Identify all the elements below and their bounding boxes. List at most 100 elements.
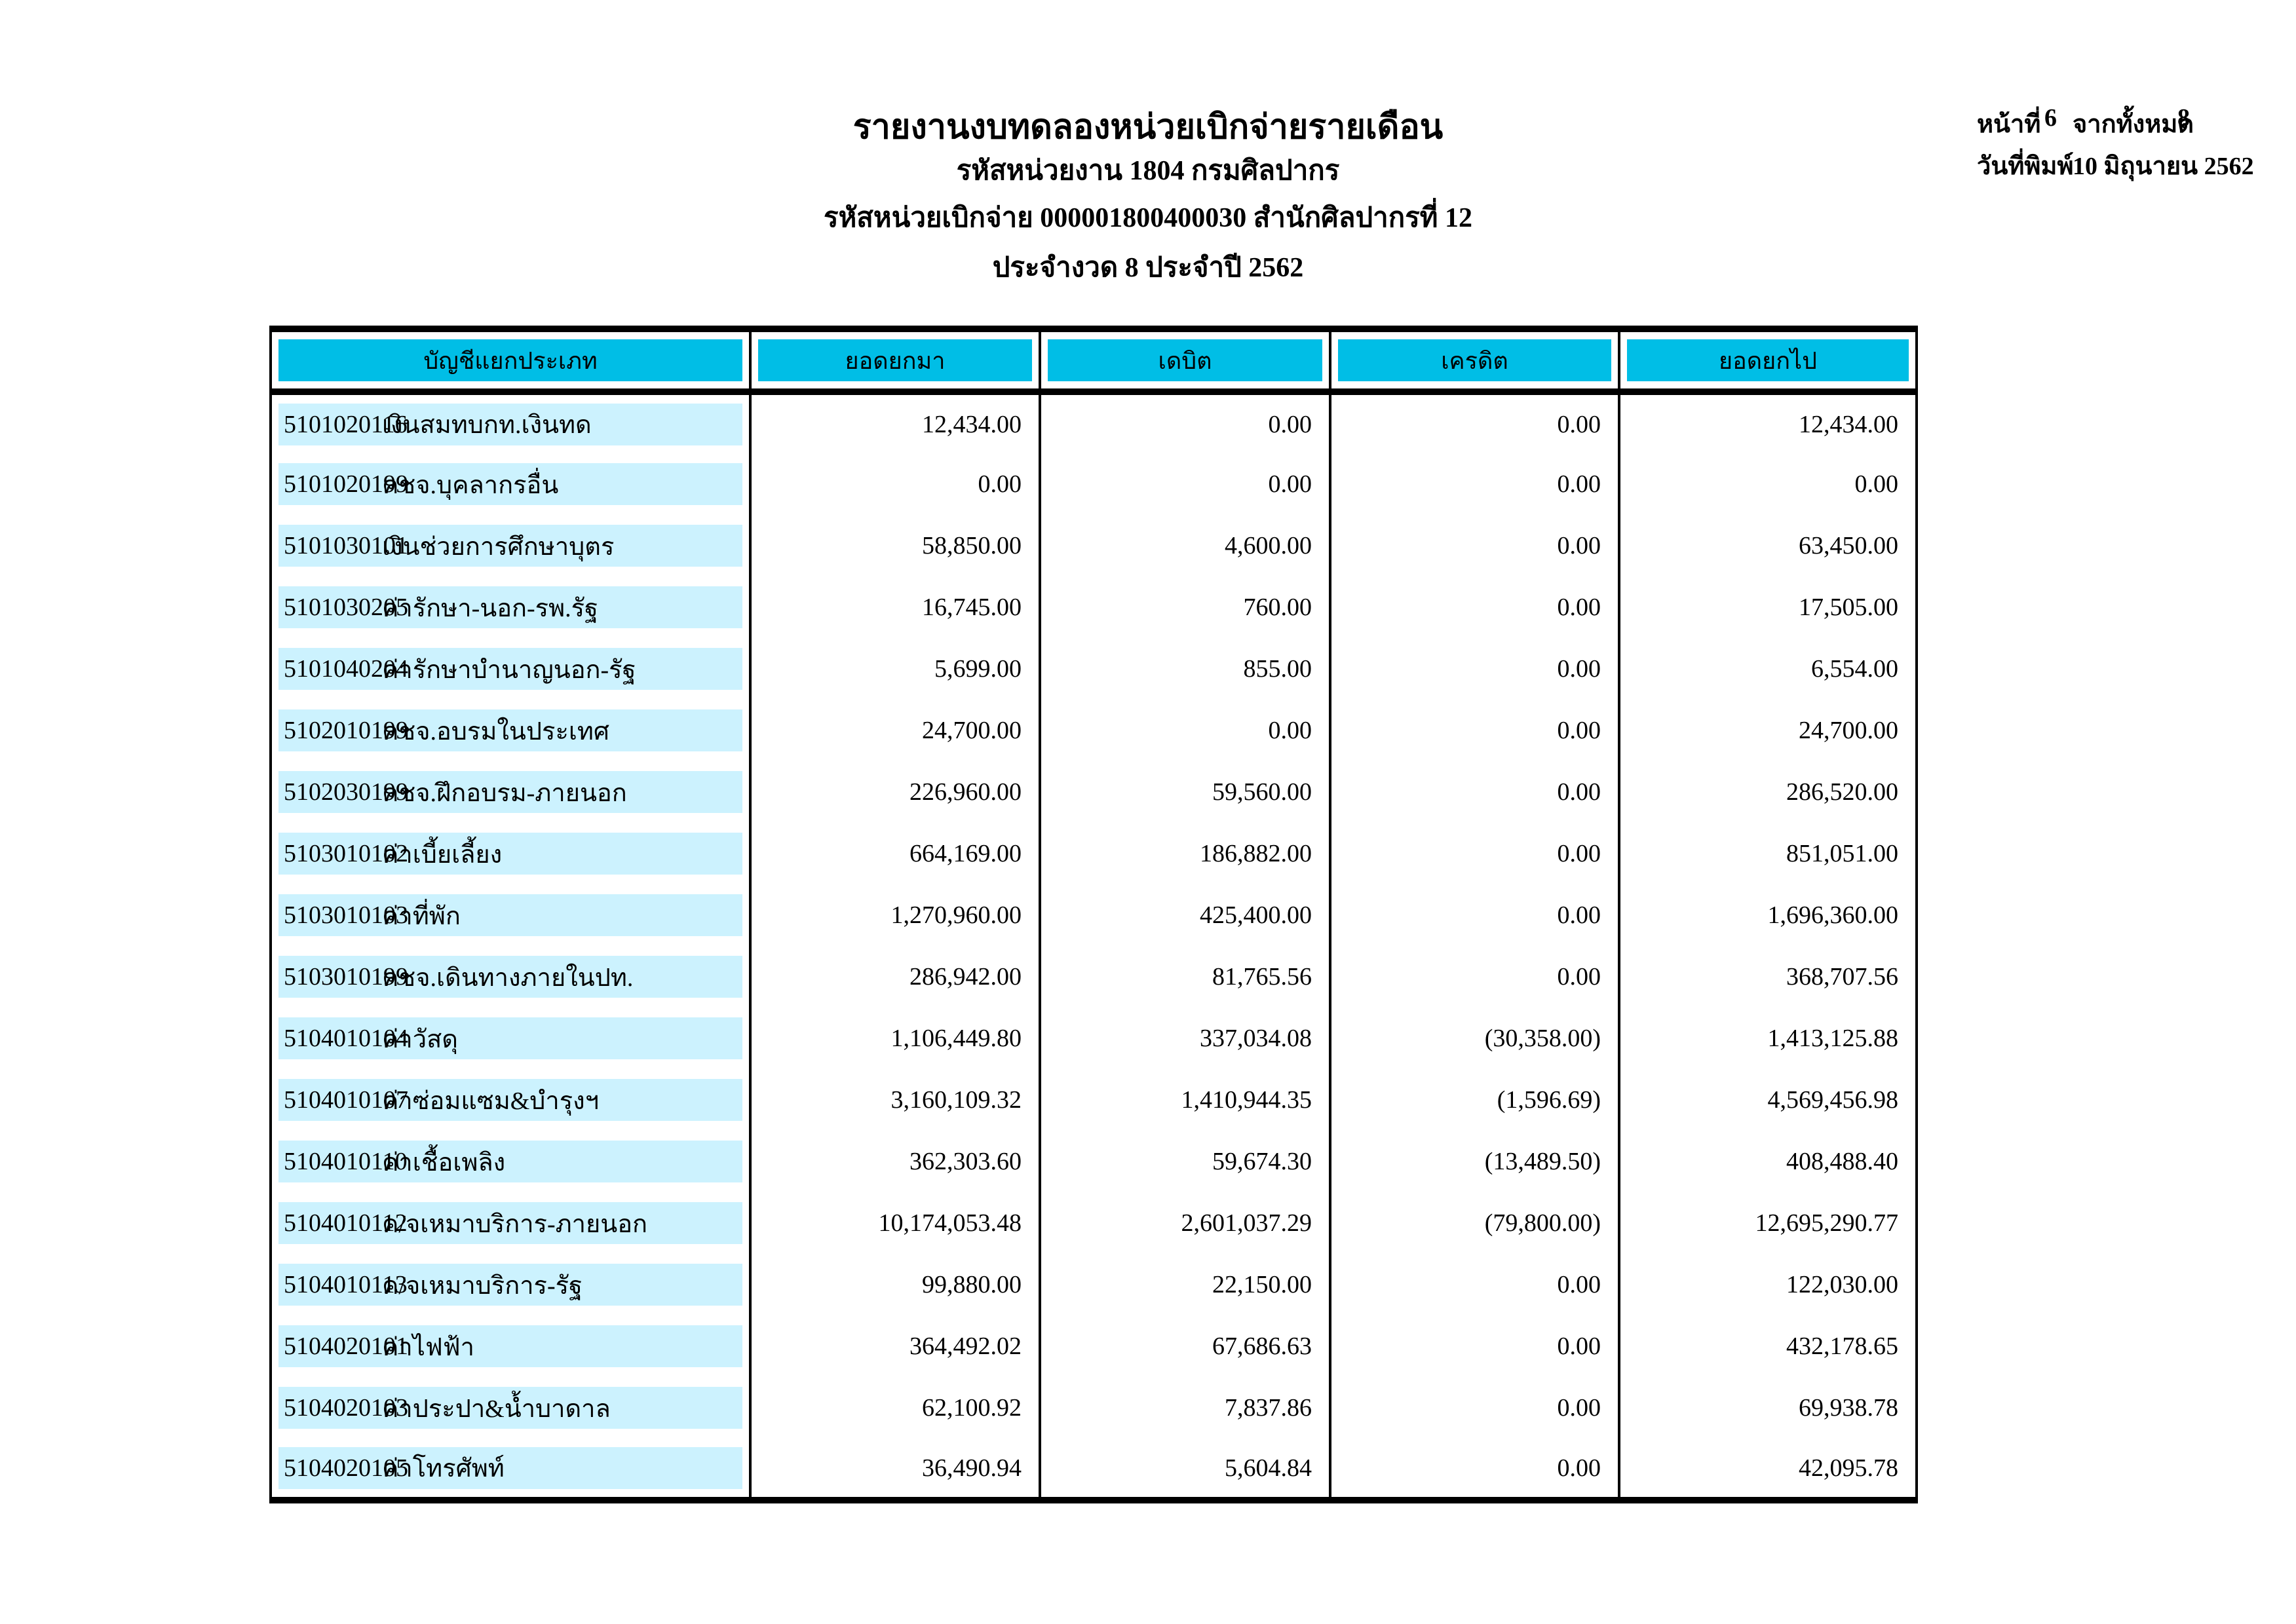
account-code: 5103010103 bbox=[284, 901, 408, 929]
debit-amount: 0.00 bbox=[1039, 392, 1330, 453]
subtitle-period: ประจำงวด 8 ประจำปี 2562 bbox=[992, 253, 1304, 283]
account-cell: 5102030199 คชจ.ฝึกอบรม-ภายนอก bbox=[271, 761, 750, 823]
account-highlight: 5104020103 ค่าประปา&น้ำบาดาล bbox=[278, 1387, 742, 1429]
debit-amount: 5,604.84 bbox=[1039, 1439, 1330, 1500]
subtitle-disbursement-unit: รหัสหน่วยเบิกจ่าย 000001800400030 สำนักศ… bbox=[824, 203, 1472, 233]
account-code: 5102030199 bbox=[284, 778, 408, 806]
account-name: ค่ารักษา-นอก-รพ.รัฐ bbox=[382, 594, 599, 622]
page-number: 6 bbox=[2044, 104, 2057, 132]
brought-forward-amount: 3,160,109.32 bbox=[749, 1069, 1040, 1131]
account-highlight: 5104010110 ค่าเชื้อเพลิง bbox=[278, 1141, 742, 1182]
carried-forward-amount: 69,938.78 bbox=[1618, 1377, 1917, 1439]
account-cell: 5103010103 ค่าที่พัก bbox=[271, 884, 750, 946]
account-code: 5104020101 bbox=[284, 1332, 408, 1360]
brought-forward-amount: 1,106,449.80 bbox=[749, 1008, 1040, 1069]
account-cell: 5103010102 ค่าเบี้ยเลี้ยง bbox=[271, 823, 750, 884]
brought-forward-amount: 362,303.60 bbox=[749, 1131, 1040, 1192]
carried-forward-amount: 851,051.00 bbox=[1618, 823, 1917, 884]
brought-forward-amount: 99,880.00 bbox=[749, 1254, 1040, 1315]
account-highlight: 5104020101 ค่าไฟฟ้า bbox=[278, 1325, 742, 1367]
account-code: 5101030101 bbox=[284, 532, 408, 559]
account-code: 5104020105 bbox=[284, 1454, 408, 1482]
account-highlight: 5104010107 ค่าซ่อมแซม&บำรุงฯ bbox=[278, 1079, 742, 1121]
account-name: ค่าซ่อมแซม&บำรุงฯ bbox=[382, 1087, 600, 1115]
account-name: เงินช่วยการศึกษาบุตร bbox=[382, 533, 615, 561]
print-date: 10 มิถุนายน 2562 bbox=[2073, 153, 2254, 180]
account-cell: 5101040204 ค่ารักษาบำนาญนอก-รัฐ bbox=[271, 638, 750, 700]
table-row: 5101030205 ค่ารักษา-นอก-รพ.รัฐ 16,745.00… bbox=[271, 576, 1917, 638]
brought-forward-amount: 24,700.00 bbox=[749, 700, 1040, 761]
brought-forward-amount: 16,745.00 bbox=[749, 576, 1040, 638]
account-code: 5101040204 bbox=[284, 655, 408, 683]
debit-amount: 22,150.00 bbox=[1039, 1254, 1330, 1315]
carried-forward-amount: 12,695,290.77 bbox=[1618, 1192, 1917, 1254]
trial-balance-table: บัญชีแยกประเภท ยอดยกมา เดบิต เครดิต ยอดย… bbox=[269, 326, 1918, 1503]
account-code: 5104010110 bbox=[284, 1148, 408, 1175]
page-number-label: หน้าที่ bbox=[1977, 111, 2041, 138]
carried-forward-amount: 286,520.00 bbox=[1618, 761, 1917, 823]
credit-amount: (13,489.50) bbox=[1329, 1131, 1619, 1192]
account-cell: 5101030101 เงินช่วยการศึกษาบุตร bbox=[271, 515, 750, 576]
column-header-debit: เดบิต bbox=[1039, 329, 1330, 395]
debit-amount: 0.00 bbox=[1039, 453, 1330, 515]
credit-amount: 0.00 bbox=[1329, 1377, 1619, 1439]
account-name: ค่าที่พัก bbox=[382, 902, 461, 930]
credit-amount: 0.00 bbox=[1329, 761, 1619, 823]
table-row: 5101020116 เงินสมทบกท.เงินทด 12,434.00 0… bbox=[271, 392, 1917, 453]
account-highlight: 5103010102 ค่าเบี้ยเลี้ยง bbox=[278, 833, 742, 875]
page-info-block: หน้าที่ 6 จากทั้งหมด 8 วันที่พิมพ์ 10 มิ… bbox=[1977, 104, 2296, 195]
account-code: 5103010102 bbox=[284, 840, 408, 867]
account-name: คชจ.อบรมในประเทศ bbox=[382, 717, 610, 746]
account-name: ค/จเหมาบริการ-รัฐ bbox=[382, 1272, 583, 1300]
credit-amount: 0.00 bbox=[1329, 392, 1619, 453]
account-cell: 5104020105 ค่าโทรศัพท์ bbox=[271, 1439, 750, 1500]
debit-amount: 81,765.56 bbox=[1039, 946, 1330, 1008]
account-cell: 5103010199 คชจ.เดินทางภายในปท. bbox=[271, 946, 750, 1008]
credit-amount: 0.00 bbox=[1329, 823, 1619, 884]
column-header-brought-forward-label: ยอดยกมา bbox=[758, 339, 1032, 381]
carried-forward-amount: 432,178.65 bbox=[1618, 1315, 1917, 1377]
account-name: คชจ.บุคลากรอื่น bbox=[382, 471, 559, 499]
brought-forward-amount: 664,169.00 bbox=[749, 823, 1040, 884]
account-code: 5103010199 bbox=[284, 963, 408, 991]
credit-amount: (30,358.00) bbox=[1329, 1008, 1619, 1069]
credit-amount: 0.00 bbox=[1329, 1254, 1619, 1315]
account-name: คชจ.เดินทางภายในปท. bbox=[382, 964, 634, 992]
credit-amount: 0.00 bbox=[1329, 884, 1619, 946]
account-code: 5104010113 bbox=[284, 1271, 408, 1298]
credit-amount: (79,800.00) bbox=[1329, 1192, 1619, 1254]
account-name: ค่าไฟฟ้า bbox=[382, 1333, 475, 1361]
total-pages-label: จากทั้งหมด bbox=[2073, 111, 2194, 138]
carried-forward-amount: 1,413,125.88 bbox=[1618, 1008, 1917, 1069]
account-code: 5104020103 bbox=[284, 1394, 408, 1422]
table-row: 5103010102 ค่าเบี้ยเลี้ยง 664,169.00 186… bbox=[271, 823, 1917, 884]
brought-forward-amount: 62,100.92 bbox=[749, 1377, 1040, 1439]
carried-forward-amount: 408,488.40 bbox=[1618, 1131, 1917, 1192]
account-code: 5102010199 bbox=[284, 717, 408, 744]
account-highlight: 5104020105 ค่าโทรศัพท์ bbox=[278, 1446, 742, 1489]
debit-amount: 7,837.86 bbox=[1039, 1377, 1330, 1439]
table-row: 5101030101 เงินช่วยการศึกษาบุตร 58,850.0… bbox=[271, 515, 1917, 576]
account-highlight: 5103010103 ค่าที่พัก bbox=[278, 894, 742, 936]
account-highlight: 5101030205 ค่ารักษา-นอก-รพ.รัฐ bbox=[278, 586, 742, 628]
table-row: 5101020199 คชจ.บุคลากรอื่น 0.00 0.00 0.0… bbox=[271, 453, 1917, 515]
table-row: 5102010199 คชจ.อบรมในประเทศ 24,700.00 0.… bbox=[271, 700, 1917, 761]
debit-amount: 0.00 bbox=[1039, 700, 1330, 761]
credit-amount: 0.00 bbox=[1329, 638, 1619, 700]
column-header-account: บัญชีแยกประเภท bbox=[271, 329, 750, 395]
column-header-carried-forward-label: ยอดยกไป bbox=[1627, 339, 1909, 381]
table-row: 5103010103 ค่าที่พัก 1,270,960.00 425,40… bbox=[271, 884, 1917, 946]
carried-forward-amount: 4,569,456.98 bbox=[1618, 1069, 1917, 1131]
print-date-label: วันที่พิมพ์ bbox=[1977, 153, 2074, 180]
account-name: เงินสมทบกท.เงินทด bbox=[382, 411, 592, 439]
debit-amount: 760.00 bbox=[1039, 576, 1330, 638]
table-row: 5103010199 คชจ.เดินทางภายในปท. 286,942.0… bbox=[271, 946, 1917, 1008]
account-code: 5104010107 bbox=[284, 1086, 408, 1114]
carried-forward-amount: 12,434.00 bbox=[1618, 392, 1917, 453]
debit-amount: 59,560.00 bbox=[1039, 761, 1330, 823]
carried-forward-amount: 17,505.00 bbox=[1618, 576, 1917, 638]
carried-forward-amount: 368,707.56 bbox=[1618, 946, 1917, 1008]
account-highlight: 5102010199 คชจ.อบรมในประเทศ bbox=[278, 709, 742, 751]
account-name: ค/จเหมาบริการ-ภายนอก bbox=[382, 1210, 648, 1238]
